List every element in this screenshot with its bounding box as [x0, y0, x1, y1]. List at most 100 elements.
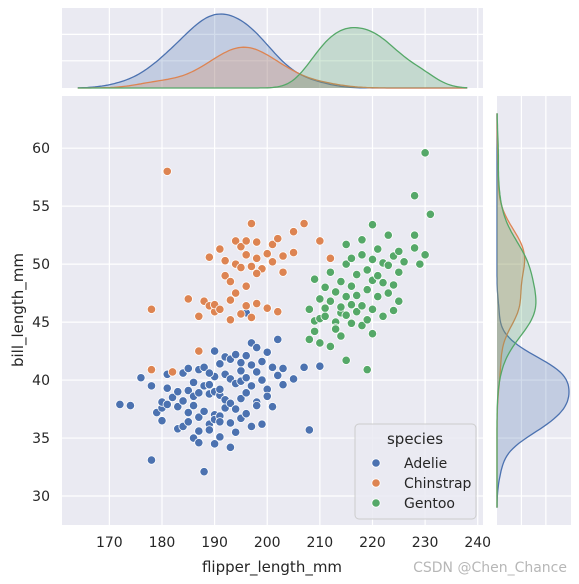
point-adelie	[278, 363, 288, 374]
point-chinstrap	[167, 367, 178, 377]
top-marginal-panel	[62, 8, 483, 89]
x-tick-label: 190	[201, 535, 228, 551]
point-adelie	[273, 370, 283, 381]
point-chinstrap	[252, 298, 262, 309]
scatter-points	[115, 148, 435, 477]
point-adelie	[183, 407, 193, 418]
y-tick-label: 55	[32, 199, 50, 215]
point-chinstrap	[183, 294, 193, 304]
point-gentoo	[367, 329, 378, 339]
right-kde-fill-adelie	[497, 113, 569, 508]
point-adelie	[267, 402, 278, 412]
point-adelie	[167, 392, 178, 403]
point-gentoo	[367, 304, 378, 314]
point-gentoo	[367, 220, 378, 230]
point-adelie	[204, 425, 214, 435]
point-adelie	[304, 425, 314, 435]
point-adelie	[183, 385, 193, 396]
point-adelie	[115, 399, 125, 410]
y-axis-label: bill_length_mm	[9, 253, 28, 367]
point-chinstrap	[215, 244, 225, 254]
point-adelie	[162, 383, 172, 393]
point-gentoo	[325, 296, 335, 306]
point-chinstrap	[315, 236, 325, 246]
point-adelie	[246, 360, 257, 370]
point-gentoo	[336, 276, 346, 287]
point-adelie	[215, 384, 225, 394]
point-gentoo	[378, 311, 388, 321]
point-chinstrap	[215, 304, 225, 314]
top-marginal-grid	[62, 8, 483, 88]
right-kde-line-adelie	[496, 113, 570, 508]
point-adelie	[194, 438, 204, 448]
point-chinstrap	[252, 237, 262, 247]
point-gentoo	[362, 365, 372, 375]
legend-box	[354, 423, 477, 520]
point-adelie	[225, 398, 235, 408]
point-adelie	[162, 399, 172, 410]
point-gentoo	[315, 294, 325, 304]
point-gentoo	[325, 267, 335, 277]
point-adelie	[215, 417, 225, 427]
point-chinstrap	[231, 236, 241, 246]
point-adelie	[241, 351, 251, 361]
point-adelie	[210, 439, 220, 449]
right-marginal-grid	[497, 96, 571, 525]
point-chinstrap	[241, 281, 251, 291]
point-gentoo	[341, 310, 351, 320]
point-chinstrap	[278, 251, 288, 261]
point-chinstrap	[231, 288, 241, 298]
point-gentoo	[357, 320, 367, 331]
point-gentoo	[373, 291, 383, 302]
point-adelie	[236, 366, 246, 376]
point-gentoo	[341, 291, 351, 302]
point-adelie	[157, 416, 167, 426]
point-gentoo	[394, 296, 404, 306]
point-chinstrap	[146, 304, 157, 314]
top-kde-line-gentoo	[77, 26, 468, 89]
point-adelie	[241, 373, 251, 383]
point-gentoo	[352, 307, 362, 317]
point-chinstrap	[241, 250, 251, 260]
point-chinstrap	[220, 271, 230, 281]
right-marginal-panel	[496, 96, 571, 525]
point-adelie	[278, 380, 288, 390]
point-chinstrap	[278, 267, 288, 277]
point-adelie	[236, 394, 246, 404]
point-chinstrap	[262, 249, 272, 259]
watermark: CSDN @Chen_Chance	[413, 560, 567, 576]
point-gentoo	[352, 269, 362, 280]
top-kde-fill-gentoo	[77, 27, 468, 89]
point-gentoo	[320, 303, 330, 313]
point-adelie	[225, 442, 235, 452]
point-chinstrap	[225, 295, 235, 305]
point-adelie	[194, 388, 204, 398]
right-kde-fill-gentoo	[497, 113, 536, 508]
point-adelie	[225, 418, 235, 428]
point-adelie	[257, 356, 267, 367]
point-chinstrap	[241, 236, 251, 246]
point-chinstrap	[194, 346, 204, 356]
point-adelie	[173, 402, 183, 412]
point-chinstrap	[288, 247, 299, 258]
point-gentoo	[388, 305, 399, 316]
point-gentoo	[320, 282, 330, 292]
point-gentoo	[352, 290, 362, 301]
point-adelie	[262, 391, 272, 401]
point-gentoo	[388, 280, 399, 290]
point-gentoo	[409, 191, 420, 201]
legend-title: species	[387, 430, 443, 448]
point-gentoo	[315, 338, 325, 348]
point-gentoo	[336, 302, 346, 312]
point-chinstrap	[246, 261, 257, 272]
point-chinstrap	[225, 315, 235, 325]
legend: species Adelie Chinstrap Gentoo	[354, 423, 477, 520]
point-gentoo	[420, 148, 430, 158]
point-adelie	[194, 412, 204, 422]
point-gentoo	[331, 287, 341, 297]
point-gentoo	[362, 265, 372, 275]
y-tick-label: 35	[32, 431, 50, 447]
point-adelie	[315, 361, 325, 371]
point-gentoo	[320, 311, 330, 321]
point-gentoo	[409, 243, 420, 253]
